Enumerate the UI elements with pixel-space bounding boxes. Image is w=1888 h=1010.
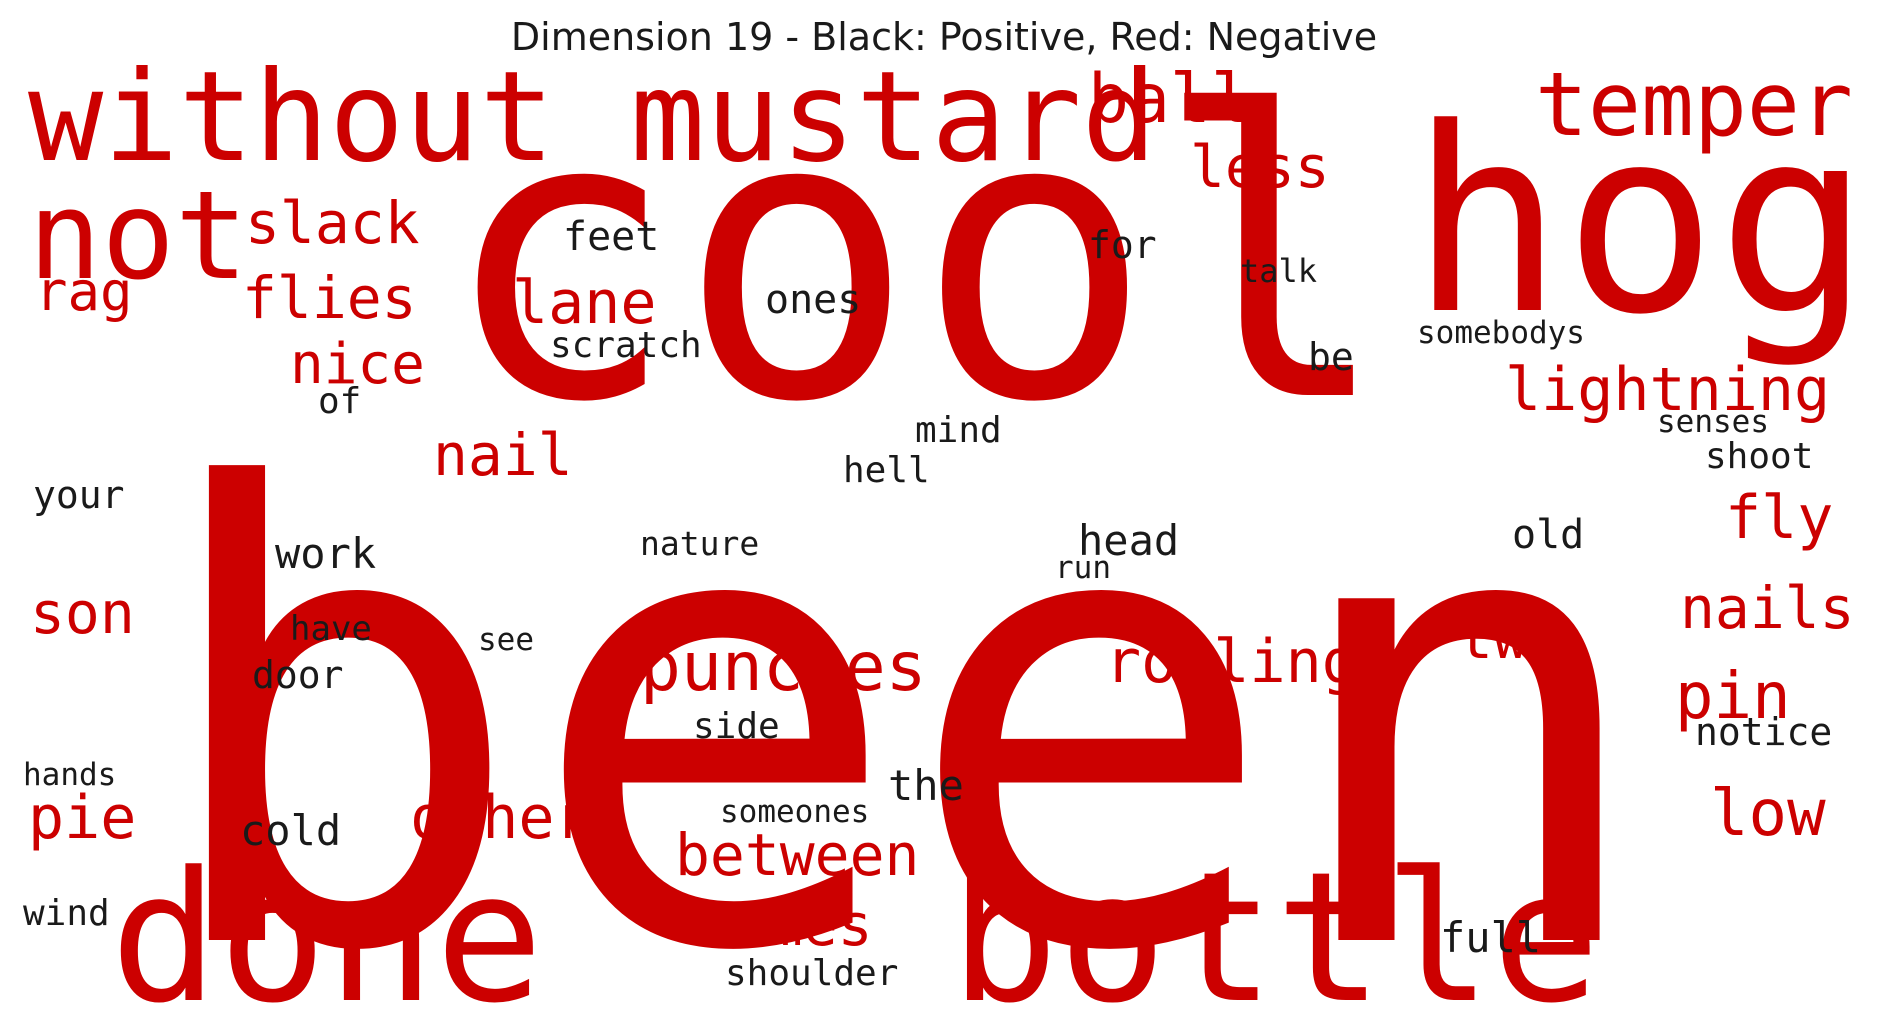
word-see: see [478,622,534,658]
word-rolling: rolling [1105,627,1358,697]
word-of: of [318,381,361,422]
word-shoulder: shoulder [725,953,898,994]
word-bottle: bottle [950,834,1600,1010]
figure-title: Dimension 19 - Black: Positive, Red: Neg… [510,15,1378,59]
word-punches: punches [640,628,927,707]
word-times: times [698,891,873,959]
word-be: be [1308,335,1354,379]
word-notice: notice [1695,710,1832,754]
word-without-mustard: without mustard [28,45,1157,190]
word-run: run [1055,550,1111,586]
word-senses: senses [1657,404,1769,440]
word-pin: pin [1675,660,1791,734]
word-nature: nature [640,524,759,563]
word-two: two [1458,604,1563,672]
word-slack: slack [245,189,420,257]
word-your: your [33,473,125,517]
word-low: low [1710,777,1826,851]
word-not: not [28,165,248,307]
word-cold: cold [240,806,341,855]
word-have: have [290,609,372,649]
word-someones: someones [720,794,869,830]
word-less: less [1190,133,1330,201]
word-mind: mind [915,410,1002,451]
word-shoot: shoot [1705,436,1813,477]
word-temper: temper [1535,53,1853,156]
word-full: full [1440,913,1541,962]
word-hands: hands [23,757,116,793]
word-wind: wind [23,893,110,934]
word-cool: cool [440,29,1391,489]
word-flies: flies [242,264,417,332]
word-other: other [410,783,591,853]
word-old: old [1512,512,1584,558]
word-somebodys: somebodys [1417,315,1585,351]
word-the: the [888,761,964,810]
word-ball: ball [1088,60,1252,139]
word-talk: talk [1240,252,1317,290]
word-work: work [275,529,376,578]
word-fly: fly [1725,483,1833,553]
word-hog: hog [1410,74,1871,371]
word-hell: hell [843,450,930,491]
word-head: head [1078,516,1179,565]
word-lane: lane [512,268,657,338]
word-pie: pie [28,783,136,853]
word-nails: nails [1680,574,1855,642]
word-lightning: lightning [1505,355,1830,425]
word-been: been [150,361,1655,1010]
word-scratch: scratch [550,325,702,366]
word-nice: nice [290,332,425,397]
word-door: door [252,653,344,697]
word-ones: ones [765,277,861,323]
word-side: side [693,706,780,747]
word-rag: rag [35,260,133,323]
word-nail: nail [433,421,573,489]
word-done: done [110,834,543,1010]
word-between: between [675,821,919,889]
word-feet: feet [563,214,659,260]
word-for: for [1088,223,1157,267]
word-son: son [30,579,135,647]
